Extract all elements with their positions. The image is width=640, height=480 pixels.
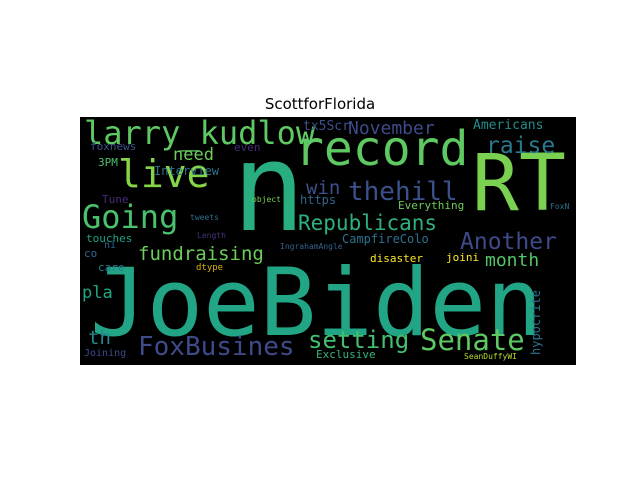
word-campfirecolo: CampfireColo bbox=[342, 232, 429, 246]
word-need: need bbox=[173, 145, 214, 165]
word-seanduffywi: SeanDuffyWI bbox=[464, 352, 517, 361]
word-length: Length bbox=[197, 231, 226, 240]
word-care: care bbox=[98, 261, 125, 274]
word-month: month bbox=[485, 250, 540, 271]
word-dtype: dtype bbox=[196, 263, 224, 273]
word-joebiden: JoeBiden bbox=[90, 249, 543, 358]
word-thehill: thehill bbox=[348, 177, 458, 207]
word-tune: Tune bbox=[102, 193, 129, 206]
word-senate: Senate bbox=[420, 323, 525, 357]
word-republicans: Republicans bbox=[298, 211, 438, 235]
word-3pm: 3PM bbox=[98, 156, 118, 169]
word-ingrahamangle: IngrahamAngle bbox=[280, 242, 343, 251]
word-record: record bbox=[295, 121, 469, 177]
word-disaster: disaster bbox=[370, 252, 423, 265]
word-object: object bbox=[252, 195, 281, 204]
word-ni: ni bbox=[104, 240, 117, 251]
word-going: Going bbox=[82, 198, 179, 236]
word-cloud: JoeBiden n RT record Going live larry_ku… bbox=[80, 117, 576, 365]
word-everything: Everything bbox=[398, 199, 465, 212]
word-foxn: FoxN bbox=[550, 202, 570, 211]
word-raise: raise bbox=[486, 133, 556, 159]
word-rt: RT bbox=[472, 139, 566, 229]
figure-title: ScottforFlorida bbox=[264, 95, 376, 113]
word-n: n bbox=[232, 117, 306, 259]
word-pla: pla bbox=[82, 283, 113, 303]
word-interview: Interview bbox=[154, 164, 220, 178]
word-larry-kudlow: larry_kudlow bbox=[84, 117, 316, 152]
word-tweets: tweets bbox=[190, 213, 219, 222]
word-another: Another bbox=[460, 229, 557, 255]
word-live: live bbox=[118, 152, 210, 196]
word-th: th bbox=[88, 327, 111, 349]
word-win: win bbox=[306, 177, 341, 199]
word-tx5scr: tx5Scr bbox=[303, 119, 350, 134]
word-joini: joini bbox=[446, 251, 480, 264]
word-even: even bbox=[234, 141, 261, 154]
word-exclusive: Exclusive bbox=[316, 348, 376, 361]
word-americans: Americans bbox=[473, 118, 544, 133]
word-foxbusines: FoxBusines bbox=[138, 332, 295, 362]
word-https: https bbox=[300, 193, 337, 207]
word-hypocrite: hypocrite bbox=[529, 289, 543, 355]
word-fundraising: fundraising bbox=[138, 243, 264, 265]
word-joining: Joining bbox=[84, 348, 127, 359]
word-foxnews: foxnews bbox=[90, 140, 137, 153]
word-setting: setting bbox=[308, 326, 410, 354]
word-co: co bbox=[84, 247, 98, 260]
word-touches: touches bbox=[86, 232, 133, 245]
word-november: November bbox=[348, 118, 435, 139]
